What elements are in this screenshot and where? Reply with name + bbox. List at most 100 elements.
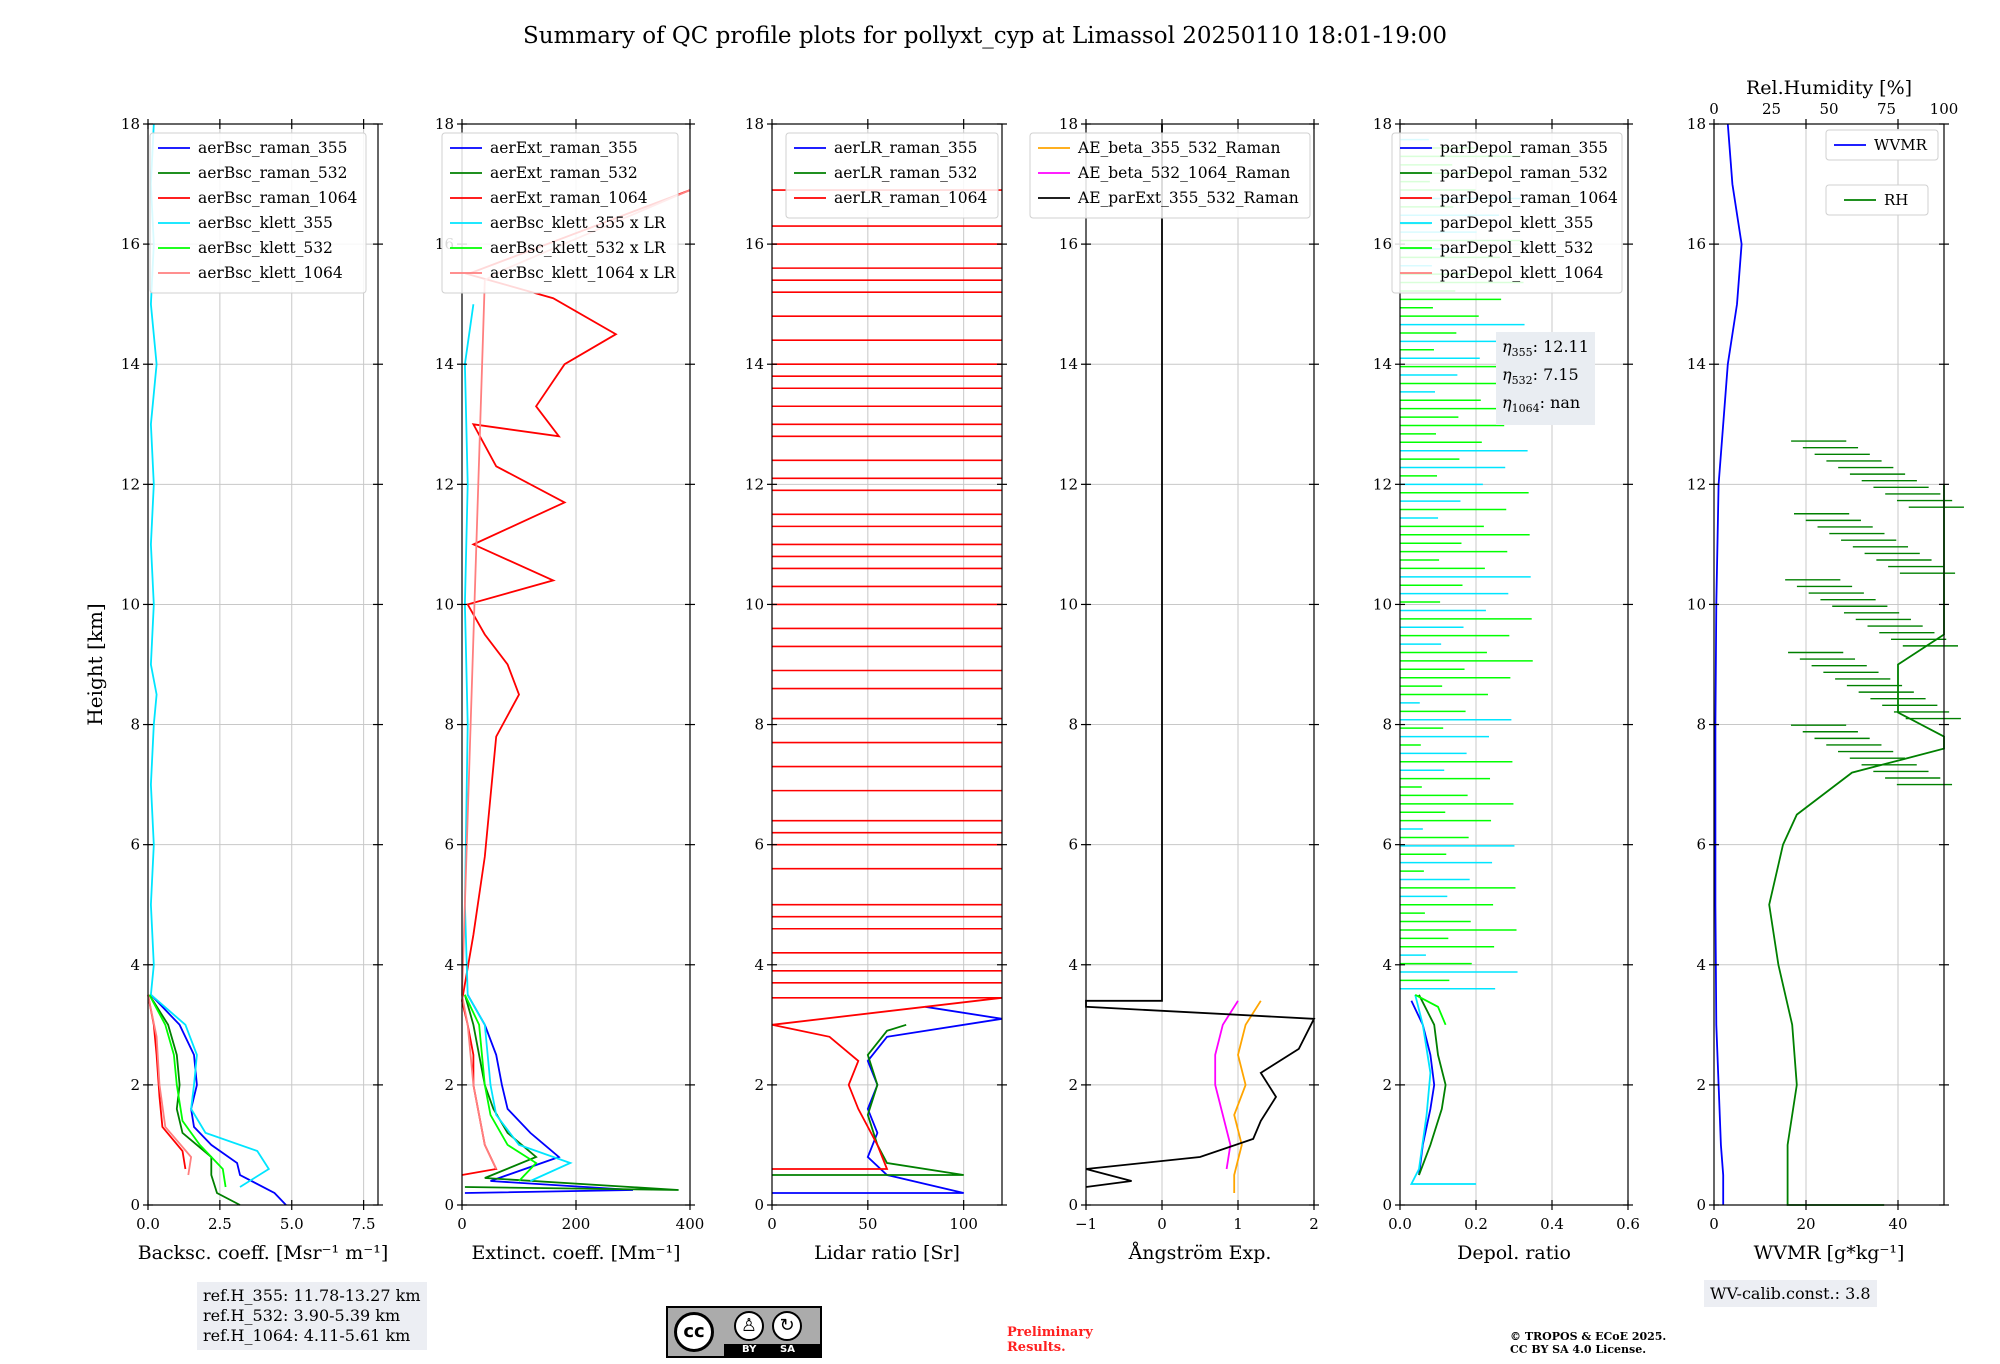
- series-line-parDepol_klett_532: [1414, 994, 1447, 1026]
- series-line-aerBsc_klett_1064: [147, 994, 193, 1176]
- eta-355-value: 12.11: [1543, 337, 1589, 356]
- y-tick-label: 18: [1059, 115, 1078, 133]
- wv-calib-box: WV-calib.const.: 3.8: [1704, 1280, 1877, 1307]
- series-line-parDepol_raman_532: [1418, 994, 1447, 1176]
- x-tick-label: 5.0: [280, 1215, 304, 1233]
- legend-label: aerExt_raman_1064: [490, 189, 648, 207]
- y-tick-label: 12: [1373, 475, 1392, 493]
- axes-frame: [1713, 123, 1945, 1206]
- x-tick-label: 0: [1157, 1215, 1167, 1233]
- x-tick-label: 100: [949, 1215, 978, 1233]
- eta-1064-value: nan: [1550, 393, 1581, 413]
- legend-box: [149, 132, 367, 294]
- copyright-line-2: CC BY SA 4.0 License.: [1510, 1343, 1647, 1356]
- y-tick-label: 16: [121, 235, 140, 253]
- legend-label: aerExt_raman_532: [490, 164, 638, 182]
- y-tick-label: 18: [1373, 115, 1392, 133]
- sa-share-icon: ↻: [772, 1311, 802, 1341]
- cc-license-badge[interactable]: cc ♙ ↻ BY SA: [666, 1306, 822, 1358]
- y-tick-label: 16: [745, 235, 764, 253]
- legend-label: aerBsc_raman_1064: [198, 189, 358, 207]
- series-line-aerBsc_klett_532: [148, 994, 227, 1188]
- legend-label: aerLR_raman_1064: [834, 189, 987, 207]
- series-line-aerExt_raman_1064: [461, 189, 691, 1176]
- top-x-tick-label: 0: [1709, 100, 1719, 118]
- legend-label: parDepol_klett_532: [1440, 239, 1593, 257]
- y-tick-label: 16: [1687, 235, 1706, 253]
- y-tick-label: 2: [444, 1076, 454, 1094]
- x-tick-label: 0.0: [136, 1215, 160, 1233]
- y-tick-label: 12: [121, 475, 140, 493]
- legend-box: [1825, 129, 1939, 161]
- y-tick-label: 14: [1059, 355, 1078, 373]
- eta-box: η355: 12.11 η532: 7.15 η1064: nan: [1496, 332, 1595, 425]
- y-tick-label: 14: [121, 355, 140, 373]
- y-tick-label: 18: [745, 115, 764, 133]
- top-x-tick-label: 100: [1930, 100, 1959, 118]
- x-tick-label: 0.2: [1464, 1215, 1488, 1233]
- y-tick-label: 12: [1687, 475, 1706, 493]
- series-line-aerLR_raman_1064: [771, 996, 1003, 1170]
- y-tick-label: 4: [1382, 956, 1392, 974]
- y-tick-label: 6: [754, 836, 764, 854]
- y-tick-label: 6: [1068, 836, 1078, 854]
- y-tick-label: 0: [130, 1196, 140, 1214]
- y-tick-label: 6: [1382, 836, 1392, 854]
- x-axis-label: WVMR [g*kg⁻¹]: [1754, 1242, 1905, 1264]
- legend-box: [785, 132, 999, 219]
- legend-label: parDepol_klett_355: [1440, 214, 1593, 232]
- x-tick-label: 400: [676, 1215, 705, 1233]
- y-tick-label: 14: [435, 355, 454, 373]
- eta-532-row: η532: 7.15: [1502, 365, 1579, 388]
- legend-box: [441, 132, 679, 294]
- y-tick-label: 0: [754, 1196, 764, 1214]
- legend-label: WVMR: [1874, 136, 1928, 154]
- ref-h-1064: ref.H_1064: 4.11-5.61 km: [203, 1326, 411, 1345]
- y-tick-label: 10: [435, 595, 454, 613]
- by-person-icon: ♙: [734, 1311, 764, 1341]
- legend-label: aerExt_raman_355: [490, 139, 638, 157]
- by-label: BY: [742, 1344, 757, 1355]
- series-line-aerBsc_raman_532: [148, 994, 241, 1206]
- x-tick-label: 1: [1233, 1215, 1243, 1233]
- y-tick-label: 10: [121, 595, 140, 613]
- y-tick-label: 6: [1696, 836, 1706, 854]
- legend-label: aerBsc_klett_355 x LR: [490, 214, 667, 232]
- ref-h-355: ref.H_355: 11.78-13.27 km: [203, 1286, 421, 1305]
- wv-calib-const: WV-calib.const.: 3.8: [1710, 1284, 1871, 1303]
- reference-heights-box: ref.H_355: 11.78-13.27 km ref.H_532: 3.9…: [197, 1282, 427, 1350]
- y-tick-label: 4: [1068, 956, 1078, 974]
- x-axis-label: Backsc. coeff. [Msr⁻¹ m⁻¹]: [138, 1242, 389, 1264]
- y-axis-label: Height [km]: [83, 603, 107, 725]
- top-x-tick-label: 50: [1819, 100, 1838, 118]
- y-tick-label: 16: [1059, 235, 1078, 253]
- y-tick-label: 2: [1068, 1076, 1078, 1094]
- x-tick-label: 0.0: [1388, 1215, 1412, 1233]
- series-line-AE_parExt_355_532_Raman: [1085, 124, 1316, 1188]
- preliminary-line-1: Preliminary: [1007, 1325, 1093, 1340]
- x-axis-label: Depol. ratio: [1457, 1242, 1571, 1264]
- y-tick-label: 8: [754, 716, 764, 734]
- x-tick-label: 0.4: [1540, 1215, 1564, 1233]
- x-tick-label: 0.6: [1616, 1215, 1640, 1233]
- x-tick-label: 40: [1888, 1215, 1907, 1233]
- legend-box: [1825, 184, 1929, 216]
- x-axis-label: Extinct. coeff. [Mm⁻¹]: [471, 1242, 680, 1264]
- cc-logo-text: cc: [683, 1321, 705, 1342]
- x-tick-label: 20: [1796, 1215, 1815, 1233]
- legend-label: AE_beta_532_1064_Raman: [1077, 164, 1290, 182]
- top-x-tick-label: 75: [1877, 100, 1896, 118]
- y-tick-label: 10: [1373, 595, 1392, 613]
- legend-label: RH: [1884, 191, 1908, 209]
- axes-frame: [1399, 123, 1629, 1206]
- copyright-line-1: © TROPOS & ECoE 2025.: [1510, 1330, 1667, 1343]
- axes-frame: [771, 123, 1003, 1206]
- y-tick-label: 2: [754, 1076, 764, 1094]
- series-line-aerLR_raman_532: [772, 1023, 964, 1176]
- x-tick-label: −1: [1075, 1215, 1097, 1233]
- panel-2: 0246810121416180200400Extinct. coeff. [M…: [435, 115, 704, 1264]
- panel-3: 0 2 4 6 8 10 12 14 16 18 0 50 100 Lidar ratio [Sr] aer…: [745, 115, 1007, 1264]
